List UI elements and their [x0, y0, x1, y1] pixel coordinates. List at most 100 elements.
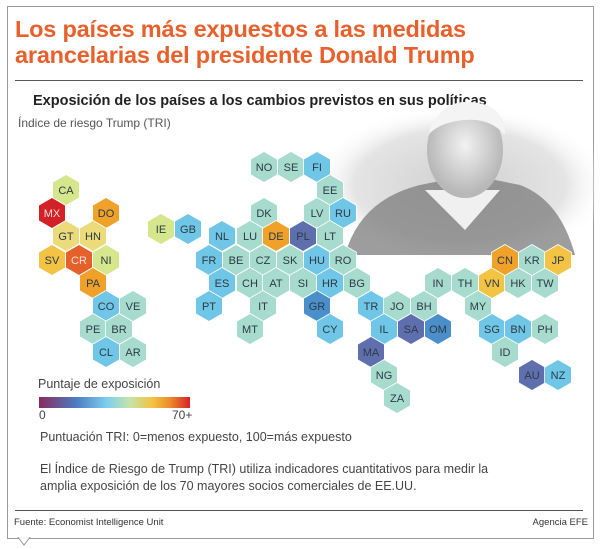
- country-code: PE: [86, 324, 101, 336]
- country-hex-lu: LU: [236, 220, 264, 252]
- country-hex-at: AT: [262, 267, 290, 299]
- country-hex-nz: NZ: [544, 359, 572, 391]
- country-code: KR: [524, 255, 539, 267]
- score-note: Puntuación TRI: 0=menos expuesto, 100=má…: [40, 430, 352, 444]
- country-code: SV: [45, 255, 60, 267]
- country-hex-ph: PH: [531, 313, 559, 345]
- country-hex-tw: TW: [531, 267, 559, 299]
- country-code: MA: [363, 347, 380, 359]
- country-code: JP: [552, 255, 565, 267]
- country-code: IL: [379, 324, 388, 336]
- country-hex-cl: CL: [92, 336, 120, 368]
- country-code: JO: [390, 301, 405, 313]
- legend-min: 0: [39, 408, 46, 422]
- hex-tile: [383, 382, 411, 414]
- country-hex-th: TH: [451, 267, 479, 299]
- subtitle: Exposición de los países a los cambios p…: [33, 93, 487, 109]
- country-code: HR: [322, 278, 338, 290]
- legend-color-scale: [39, 397, 190, 408]
- hex-tile: [119, 290, 147, 322]
- country-code: ES: [215, 278, 230, 290]
- country-hex-om: OM: [424, 313, 452, 345]
- hex-tile: [343, 267, 371, 299]
- country-hex-jp: JP: [544, 244, 572, 276]
- country-code: CN: [497, 255, 513, 267]
- country-code: IE: [156, 224, 166, 236]
- country-code: PH: [537, 324, 552, 336]
- country-hex-pa: PA: [79, 267, 107, 299]
- country-hex-no: NO: [250, 151, 278, 183]
- country-hex-ie: IE: [147, 213, 175, 245]
- country-hex-sg: SG: [478, 313, 506, 345]
- hex-tile: [119, 336, 147, 368]
- country-code: CZ: [256, 255, 271, 267]
- hex-tile: [208, 220, 236, 252]
- country-code: MT: [242, 324, 258, 336]
- country-hex-pt: PT: [195, 290, 223, 322]
- country-hex-cn: CN: [491, 244, 519, 276]
- country-code: GB: [180, 224, 196, 236]
- hex-tile: [174, 213, 202, 245]
- country-hex-za: ZA: [383, 382, 411, 414]
- country-code: NO: [256, 162, 273, 174]
- country-hex-lt: LT: [316, 220, 344, 252]
- country-code: BN: [510, 324, 525, 336]
- country-code: DE: [268, 231, 283, 243]
- country-code: EE: [323, 185, 338, 197]
- country-hex-kr: KR: [518, 244, 546, 276]
- country-code: TH: [458, 278, 473, 290]
- country-code: NZ: [551, 370, 566, 382]
- country-hex-be: BE: [222, 244, 250, 276]
- country-code: IN: [433, 278, 444, 290]
- country-code: TR: [364, 301, 379, 313]
- country-hex-au: AU: [518, 359, 546, 391]
- country-code: IT: [258, 301, 268, 313]
- country-hex-cz: CZ: [249, 244, 277, 276]
- country-code: DO: [98, 208, 115, 220]
- country-code: SG: [484, 324, 500, 336]
- country-code: BG: [349, 278, 365, 290]
- country-hex-es: ES: [208, 267, 236, 299]
- main-title: Los países más expuestos a las medidas a…: [15, 16, 475, 68]
- country-code: CR: [71, 255, 87, 267]
- country-code: LU: [243, 231, 257, 243]
- country-code: SK: [283, 255, 298, 267]
- hex-tile: [531, 313, 559, 345]
- hex-tile: [316, 220, 344, 252]
- description: El Índice de Riesgo de Trump (TRI) utili…: [40, 462, 489, 493]
- legend-max: 70+: [172, 408, 193, 422]
- country-hex-hu: HU: [303, 244, 331, 276]
- country-code: FI: [312, 162, 322, 174]
- country-code: AU: [524, 370, 539, 382]
- country-code: VN: [484, 278, 499, 290]
- legend-title: Puntaje de exposición: [38, 377, 161, 391]
- country-code: BH: [416, 301, 431, 313]
- country-code: CA: [58, 185, 74, 197]
- trump-photo: [310, 101, 600, 265]
- hex-tile: [424, 313, 452, 345]
- country-code: ID: [500, 347, 511, 359]
- country-hex-hr: HR: [316, 267, 344, 299]
- hex-tile: [236, 313, 264, 345]
- country-code: PA: [86, 278, 101, 290]
- source: Fuente: Economist Intelligence Unit: [14, 517, 164, 528]
- country-hex-cy: CY: [316, 313, 344, 345]
- country-code: LT: [324, 231, 336, 243]
- country-hex-se: SE: [277, 151, 305, 183]
- hex-tile: [52, 174, 80, 206]
- country-code: VE: [126, 301, 141, 313]
- country-hex-gb: GB: [174, 213, 202, 245]
- agency-credit: Agencia EFE: [532, 517, 588, 528]
- country-hex-nl: NL: [208, 220, 236, 252]
- country-code: PL: [296, 231, 309, 243]
- callout-tail: [17, 536, 31, 546]
- country-hex-mt: MT: [236, 313, 264, 345]
- country-hex-ru: RU: [329, 197, 357, 229]
- country-code: MX: [44, 208, 61, 220]
- country-hex-hn: HN: [79, 220, 107, 252]
- country-hex-mx: MX: [38, 197, 66, 229]
- country-code: NI: [101, 255, 112, 267]
- country-code: GT: [58, 231, 74, 243]
- country-hex-ca: CA: [52, 174, 80, 206]
- country-code: CO: [98, 301, 115, 313]
